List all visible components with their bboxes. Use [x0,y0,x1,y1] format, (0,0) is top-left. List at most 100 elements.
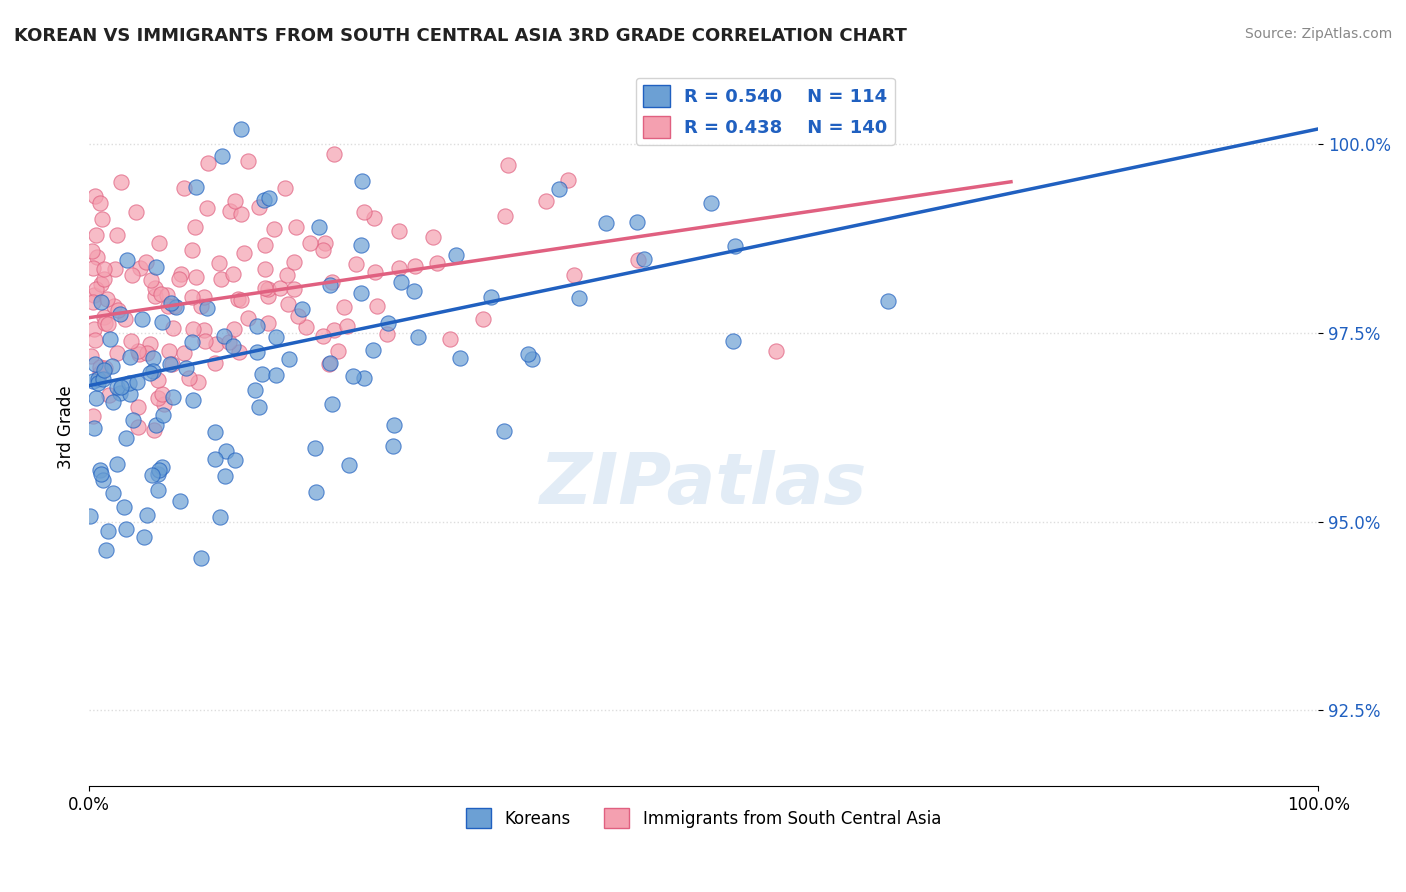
Point [193,290,215,304]
Point [422,230,444,244]
Point [382,418,405,433]
Point [110,385,132,400]
Text: Source: ZipAtlas.com: Source: ZipAtlas.com [1244,27,1392,41]
Point [197,156,219,170]
Point [257,316,280,330]
Point [557,173,579,187]
Point [127,400,149,414]
Point [150,387,173,401]
Point [195,301,218,315]
Point [364,265,387,279]
Point [243,383,266,397]
Point [548,182,571,196]
Point [80,244,103,259]
Point [156,287,179,301]
Point [229,293,252,307]
Point [143,289,166,303]
Point [627,253,650,268]
Point [118,376,141,390]
Point [326,344,349,359]
Point [82,295,104,310]
Point [312,328,335,343]
Point [159,357,181,371]
Point [162,390,184,404]
Point [287,309,309,323]
Point [404,259,426,273]
Point [274,180,297,194]
Point [308,220,330,235]
Point [79,508,101,523]
Point [342,368,364,383]
Point [146,467,169,482]
Point [276,268,298,282]
Point [322,322,344,336]
Point [209,272,232,286]
Point [96,292,118,306]
Point [389,275,412,289]
Point [215,444,238,458]
Point [115,252,138,267]
Point [173,345,195,359]
Point [721,334,744,348]
Point [89,462,111,476]
Point [184,179,207,194]
Point [157,343,180,358]
Point [291,302,314,317]
Point [264,368,287,382]
Point [252,193,274,207]
Point [183,393,205,408]
Point [105,379,128,393]
Point [139,336,162,351]
Point [153,397,176,411]
Point [177,370,200,384]
Point [163,299,186,313]
Point [93,316,115,330]
Point [304,441,326,455]
Point [82,374,104,388]
Point [214,469,236,483]
Point [90,295,112,310]
Point [204,452,226,467]
Point [222,321,245,335]
Point [388,224,411,238]
Point [877,294,900,309]
Legend: Koreans, Immigrants from South Central Asia: Koreans, Immigrants from South Central A… [460,801,948,835]
Point [114,311,136,326]
Point [568,291,591,305]
Point [257,191,280,205]
Point [115,522,138,536]
Point [97,317,120,331]
Point [148,235,170,250]
Point [404,284,426,298]
Point [98,332,121,346]
Point [209,510,232,524]
Point [344,257,367,271]
Point [285,219,308,234]
Point [120,334,142,348]
Point [520,351,543,366]
Point [94,543,117,558]
Point [312,243,335,257]
Point [205,337,228,351]
Point [228,345,250,359]
Y-axis label: 3rd Grade: 3rd Grade [58,385,75,469]
Point [150,315,173,329]
Point [229,207,252,221]
Point [160,296,183,310]
Point [318,357,340,371]
Point [120,387,142,401]
Point [83,287,105,301]
Point [190,551,212,566]
Point [89,195,111,210]
Point [139,366,162,380]
Point [337,458,360,473]
Point [134,530,156,544]
Point [162,321,184,335]
Point [80,349,103,363]
Point [218,334,240,349]
Text: ZIPatlas: ZIPatlas [540,450,868,519]
Point [269,281,291,295]
Point [426,256,449,270]
Point [226,292,249,306]
Point [118,350,141,364]
